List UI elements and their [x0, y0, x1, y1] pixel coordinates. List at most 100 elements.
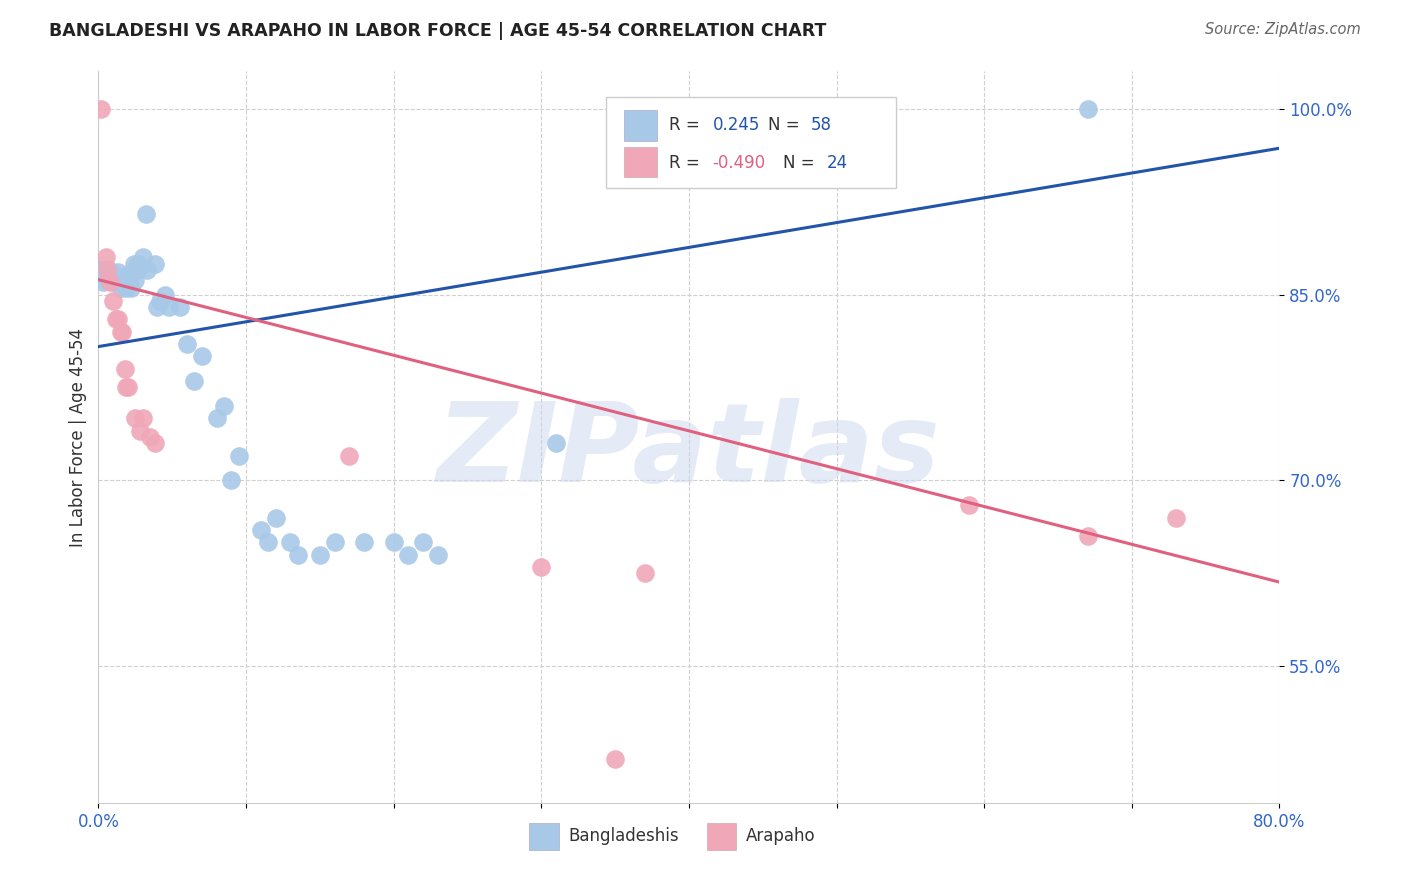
Point: [146, 300, 169, 314]
Point: [634, 566, 657, 581]
Point: [250, 523, 273, 537]
Point: [105, 272, 128, 286]
Point: [91, 275, 114, 289]
Point: [205, 411, 228, 425]
Point: [309, 548, 332, 562]
Point: [120, 281, 142, 295]
Point: [111, 272, 134, 286]
Point: [1166, 510, 1188, 524]
Point: [124, 272, 146, 286]
Point: [546, 436, 568, 450]
Point: [1077, 529, 1099, 543]
Point: [398, 548, 420, 562]
Point: [183, 374, 205, 388]
Point: [132, 411, 155, 425]
Point: [103, 293, 125, 308]
Point: [115, 380, 138, 394]
Point: [100, 268, 122, 283]
Point: [139, 430, 162, 444]
Point: [110, 325, 132, 339]
Text: 24: 24: [827, 153, 848, 172]
Point: [287, 548, 309, 562]
Point: [90, 268, 112, 283]
Point: [153, 287, 176, 301]
Point: [149, 293, 172, 308]
Point: [280, 535, 302, 549]
Point: [132, 250, 155, 264]
Point: [114, 362, 136, 376]
FancyBboxPatch shape: [624, 110, 657, 141]
Point: [112, 277, 135, 292]
Point: [212, 399, 235, 413]
Point: [118, 275, 141, 289]
Point: [104, 268, 127, 283]
Text: R =: R =: [669, 153, 704, 172]
Text: ZIPatlas: ZIPatlas: [437, 398, 941, 505]
Point: [107, 312, 129, 326]
Point: [96, 262, 118, 277]
Point: [98, 265, 121, 279]
Point: [128, 424, 150, 438]
Point: [127, 256, 149, 270]
Point: [135, 207, 157, 221]
Point: [264, 510, 287, 524]
Y-axis label: In Labor Force | Age 45-54: In Labor Force | Age 45-54: [69, 327, 87, 547]
Point: [124, 411, 146, 425]
Point: [169, 300, 191, 314]
Text: Source: ZipAtlas.com: Source: ZipAtlas.com: [1205, 22, 1361, 37]
Point: [122, 256, 145, 270]
Point: [143, 436, 166, 450]
Point: [128, 260, 150, 275]
Point: [221, 474, 243, 488]
Point: [98, 275, 121, 289]
Text: 58: 58: [811, 116, 831, 134]
Point: [427, 548, 450, 562]
Text: R =: R =: [669, 116, 704, 134]
FancyBboxPatch shape: [530, 822, 560, 850]
Point: [108, 275, 131, 289]
FancyBboxPatch shape: [606, 97, 896, 188]
Point: [89, 262, 111, 277]
Point: [93, 262, 115, 277]
Point: [605, 752, 627, 766]
FancyBboxPatch shape: [707, 822, 737, 850]
Point: [90, 102, 112, 116]
Point: [1077, 102, 1099, 116]
Point: [228, 449, 250, 463]
Point: [105, 312, 128, 326]
FancyBboxPatch shape: [624, 146, 657, 178]
Point: [257, 535, 280, 549]
Point: [125, 262, 148, 277]
Point: [94, 268, 117, 283]
Text: 0.245: 0.245: [713, 116, 759, 134]
Point: [107, 265, 129, 279]
Text: N =: N =: [768, 116, 806, 134]
Point: [143, 256, 166, 270]
Point: [117, 380, 139, 394]
Point: [339, 449, 361, 463]
Point: [157, 300, 180, 314]
Point: [114, 268, 136, 283]
Text: Bangladeshis: Bangladeshis: [568, 828, 679, 846]
Point: [117, 272, 139, 286]
Point: [323, 535, 346, 549]
Text: N =: N =: [783, 153, 820, 172]
Text: BANGLADESHI VS ARAPAHO IN LABOR FORCE | AGE 45-54 CORRELATION CHART: BANGLADESHI VS ARAPAHO IN LABOR FORCE | …: [49, 22, 827, 40]
Point: [176, 337, 198, 351]
Point: [103, 275, 125, 289]
Point: [115, 281, 138, 295]
Point: [530, 560, 553, 574]
Point: [191, 350, 214, 364]
Point: [111, 325, 134, 339]
Point: [94, 250, 117, 264]
Point: [96, 272, 118, 286]
Text: -0.490: -0.490: [713, 153, 766, 172]
Point: [136, 262, 159, 277]
Point: [110, 281, 132, 295]
Text: Arapaho: Arapaho: [745, 828, 815, 846]
Point: [412, 535, 434, 549]
Point: [121, 265, 143, 279]
Point: [959, 498, 981, 512]
Point: [382, 535, 405, 549]
Point: [97, 262, 120, 277]
